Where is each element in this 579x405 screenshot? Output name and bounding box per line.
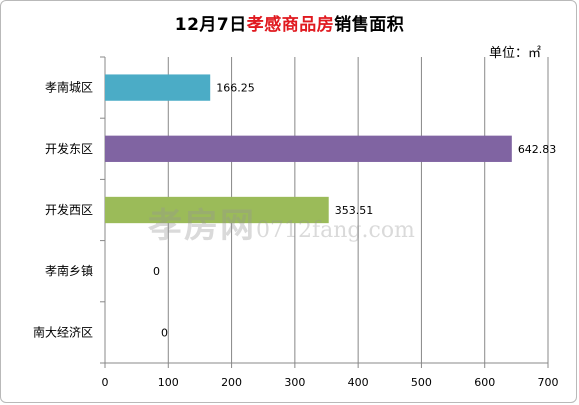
title-highlight: 孝感商品房 [246, 15, 335, 35]
data-label-4: 0 [161, 326, 168, 339]
x-tick-label-400: 400 [348, 376, 369, 389]
data-label-3: 0 [153, 265, 160, 278]
x-tick-label-600: 600 [474, 376, 495, 389]
data-label-1: 642.83 [518, 143, 557, 156]
category-label-2: 开发西区 [45, 202, 93, 217]
watermark-domain: 0712fang.com [256, 218, 415, 243]
category-label-0: 孝南城区 [45, 80, 93, 95]
watermark: 孝房网0712fang.com [148, 198, 415, 247]
unit-label: 单位：㎡ [488, 46, 541, 61]
x-tick-label-0: 0 [102, 376, 109, 389]
x-tick-label-500: 500 [411, 376, 432, 389]
chart-title: 12月7日孝感商品房销售面积 [0, 10, 579, 35]
bar-0 [105, 74, 211, 101]
x-tick-label-200: 200 [221, 376, 242, 389]
x-tick-label-700: 700 [538, 376, 559, 389]
category-label-1: 开发东区 [45, 141, 93, 156]
category-label-4: 南大经济区 [33, 324, 93, 339]
title-suffix: 销售面积 [334, 15, 405, 35]
data-label-0: 166.25 [216, 82, 255, 95]
bar-1 [105, 135, 512, 162]
bar-2 [105, 196, 329, 224]
data-label-2: 353.51 [335, 204, 374, 217]
x-tick-label-100: 100 [158, 376, 179, 389]
title-date: 12月7日 [174, 15, 247, 35]
watermark-brand: 孝房网 [148, 206, 256, 246]
x-tick-label-300: 300 [284, 376, 305, 389]
category-label-3: 孝南乡镇 [45, 263, 93, 278]
